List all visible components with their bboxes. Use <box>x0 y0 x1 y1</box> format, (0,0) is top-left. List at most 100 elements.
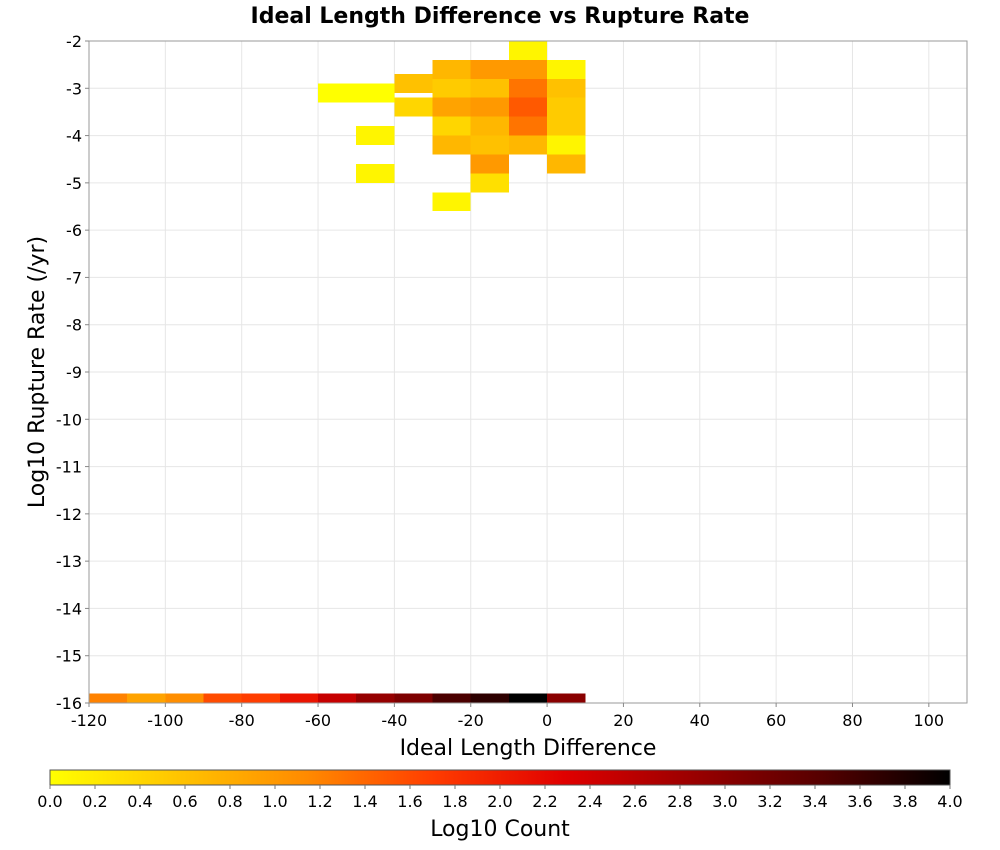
colorbar-tick-label: 3.8 <box>892 792 917 811</box>
x-axis-label: Ideal Length Difference <box>400 736 657 761</box>
heatmap-cell <box>165 693 204 703</box>
heatmap-cell <box>432 97 471 117</box>
colorbar <box>49 769 951 786</box>
heatmap-cell <box>356 83 395 103</box>
x-axis-ticks: -120 -100 -80 -60 -40 -20 0 20 40 60 80 100 <box>71 703 944 730</box>
x-tick-label: -60 <box>305 711 331 730</box>
heatmap-cell <box>470 78 509 98</box>
y-tick-label: -8 <box>66 316 82 335</box>
chart-title: Ideal Length Difference vs Rupture Rate <box>251 4 750 29</box>
heatmap-cell <box>432 78 471 98</box>
colorbar-ticks: 0.0 0.2 0.4 0.6 0.8 1.0 1.2 1.4 1.6 1.8 2.0 2.2 2.4 2… <box>37 785 963 811</box>
heatmap-cell <box>547 59 586 79</box>
heatmap-cell <box>394 97 433 117</box>
colorbar-tick-label: 0.2 <box>82 792 107 811</box>
heatmap-cell <box>508 59 548 79</box>
heatmap-cell <box>508 135 548 155</box>
x-tick-label: 0 <box>542 711 552 730</box>
colorbar-tick-label: 2.6 <box>622 792 647 811</box>
heatmap-cell <box>89 693 128 703</box>
colorbar-tick-label: 4.0 <box>937 792 962 811</box>
colorbar-tick-label: 0.8 <box>217 792 242 811</box>
heatmap-cell <box>470 173 509 193</box>
x-tick-label: 20 <box>613 711 633 730</box>
heatmap-cells <box>89 41 586 703</box>
colorbar-tick-label: 2.0 <box>487 792 512 811</box>
y-tick-label: -6 <box>66 221 82 240</box>
colorbar-tick-label: 1.0 <box>262 792 287 811</box>
heatmap-cell <box>547 78 586 98</box>
y-tick-label: -9 <box>66 363 82 382</box>
colorbar-tick-label: 0.6 <box>172 792 197 811</box>
heatmap-cell <box>470 693 509 703</box>
x-tick-label: 100 <box>914 711 945 730</box>
x-tick-label: -20 <box>458 711 484 730</box>
heatmap-cell <box>432 59 471 79</box>
y-tick-label: -5 <box>66 174 82 193</box>
y-axis-label: Log10 Rupture Rate (/yr) <box>25 236 50 508</box>
heatmap-cell <box>508 693 548 703</box>
colorbar-tick-label: 3.4 <box>802 792 827 811</box>
x-tick-label: 60 <box>766 711 786 730</box>
heatmap-cell <box>508 78 548 98</box>
heatmap-cell <box>318 693 357 703</box>
colorbar-tick-label: 2.4 <box>577 792 602 811</box>
heatmap-cell <box>508 116 548 136</box>
colorbar-tick-label: 1.4 <box>352 792 377 811</box>
x-tick-label: 80 <box>842 711 862 730</box>
heatmap-cell <box>127 693 166 703</box>
heatmap-cell <box>356 163 395 183</box>
colorbar-tick-label: 2.8 <box>667 792 692 811</box>
colorbar-tick-label: 3.2 <box>757 792 782 811</box>
y-tick-label: -11 <box>56 458 82 477</box>
heatmap-cell <box>547 97 586 117</box>
colorbar-label: Log10 Count <box>430 817 570 842</box>
heatmap-cell <box>318 83 357 103</box>
y-tick-label: -4 <box>66 127 82 146</box>
heatmap-cell <box>432 693 471 703</box>
heatmap-cell <box>470 97 509 117</box>
y-tick-label: -16 <box>56 694 82 713</box>
x-tick-label: 40 <box>690 711 710 730</box>
y-axis-ticks: -16 -15 -14 -13 -12 -11 -10 -9 -8 -7 -6 -5 -4 -3 -2 <box>56 32 89 713</box>
y-tick-label: -7 <box>66 268 82 287</box>
y-tick-label: -13 <box>56 552 82 571</box>
heatmap-cell <box>356 126 395 146</box>
y-tick-label: -2 <box>66 32 82 51</box>
heatmap-cell <box>470 154 509 174</box>
colorbar-tick-label: 1.6 <box>397 792 422 811</box>
heatmap-cell <box>508 97 548 117</box>
heatmap-cell <box>470 59 509 79</box>
heatmap-cell <box>470 135 509 155</box>
heatmap-cell <box>203 693 242 703</box>
heatmap-cell <box>547 154 586 174</box>
colorbar-tick-label: 2.2 <box>532 792 557 811</box>
y-tick-label: -15 <box>56 647 82 666</box>
heatmap-cell <box>432 135 471 155</box>
heatmap-cell <box>241 693 280 703</box>
x-tick-label: -100 <box>147 711 183 730</box>
colorbar-tick-label: 3.0 <box>712 792 737 811</box>
y-tick-label: -12 <box>56 505 82 524</box>
y-tick-label: -10 <box>56 410 82 429</box>
colorbar-tick-label: 3.6 <box>847 792 872 811</box>
y-tick-label: -3 <box>66 79 82 98</box>
heatmap-cell <box>394 74 433 94</box>
heatmap-cell <box>279 693 319 703</box>
heatmap-cell <box>470 116 509 136</box>
heatmap-cell <box>547 693 586 703</box>
colorbar-tick-label: 1.8 <box>442 792 467 811</box>
heatmap-cell <box>356 693 395 703</box>
colorbar-tick-label: 1.2 <box>307 792 332 811</box>
heatmap-cell <box>432 116 471 136</box>
x-tick-label: -120 <box>71 711 107 730</box>
heatmap-cell <box>394 693 433 703</box>
x-tick-label: -80 <box>229 711 255 730</box>
colorbar-tick-label: 0.0 <box>37 792 62 811</box>
heatmap-cell <box>432 192 471 212</box>
x-tick-label: -40 <box>381 711 407 730</box>
colorbar-tick-label: 0.4 <box>127 792 152 811</box>
y-tick-label: -14 <box>56 599 82 618</box>
heatmap-cell <box>547 116 586 136</box>
